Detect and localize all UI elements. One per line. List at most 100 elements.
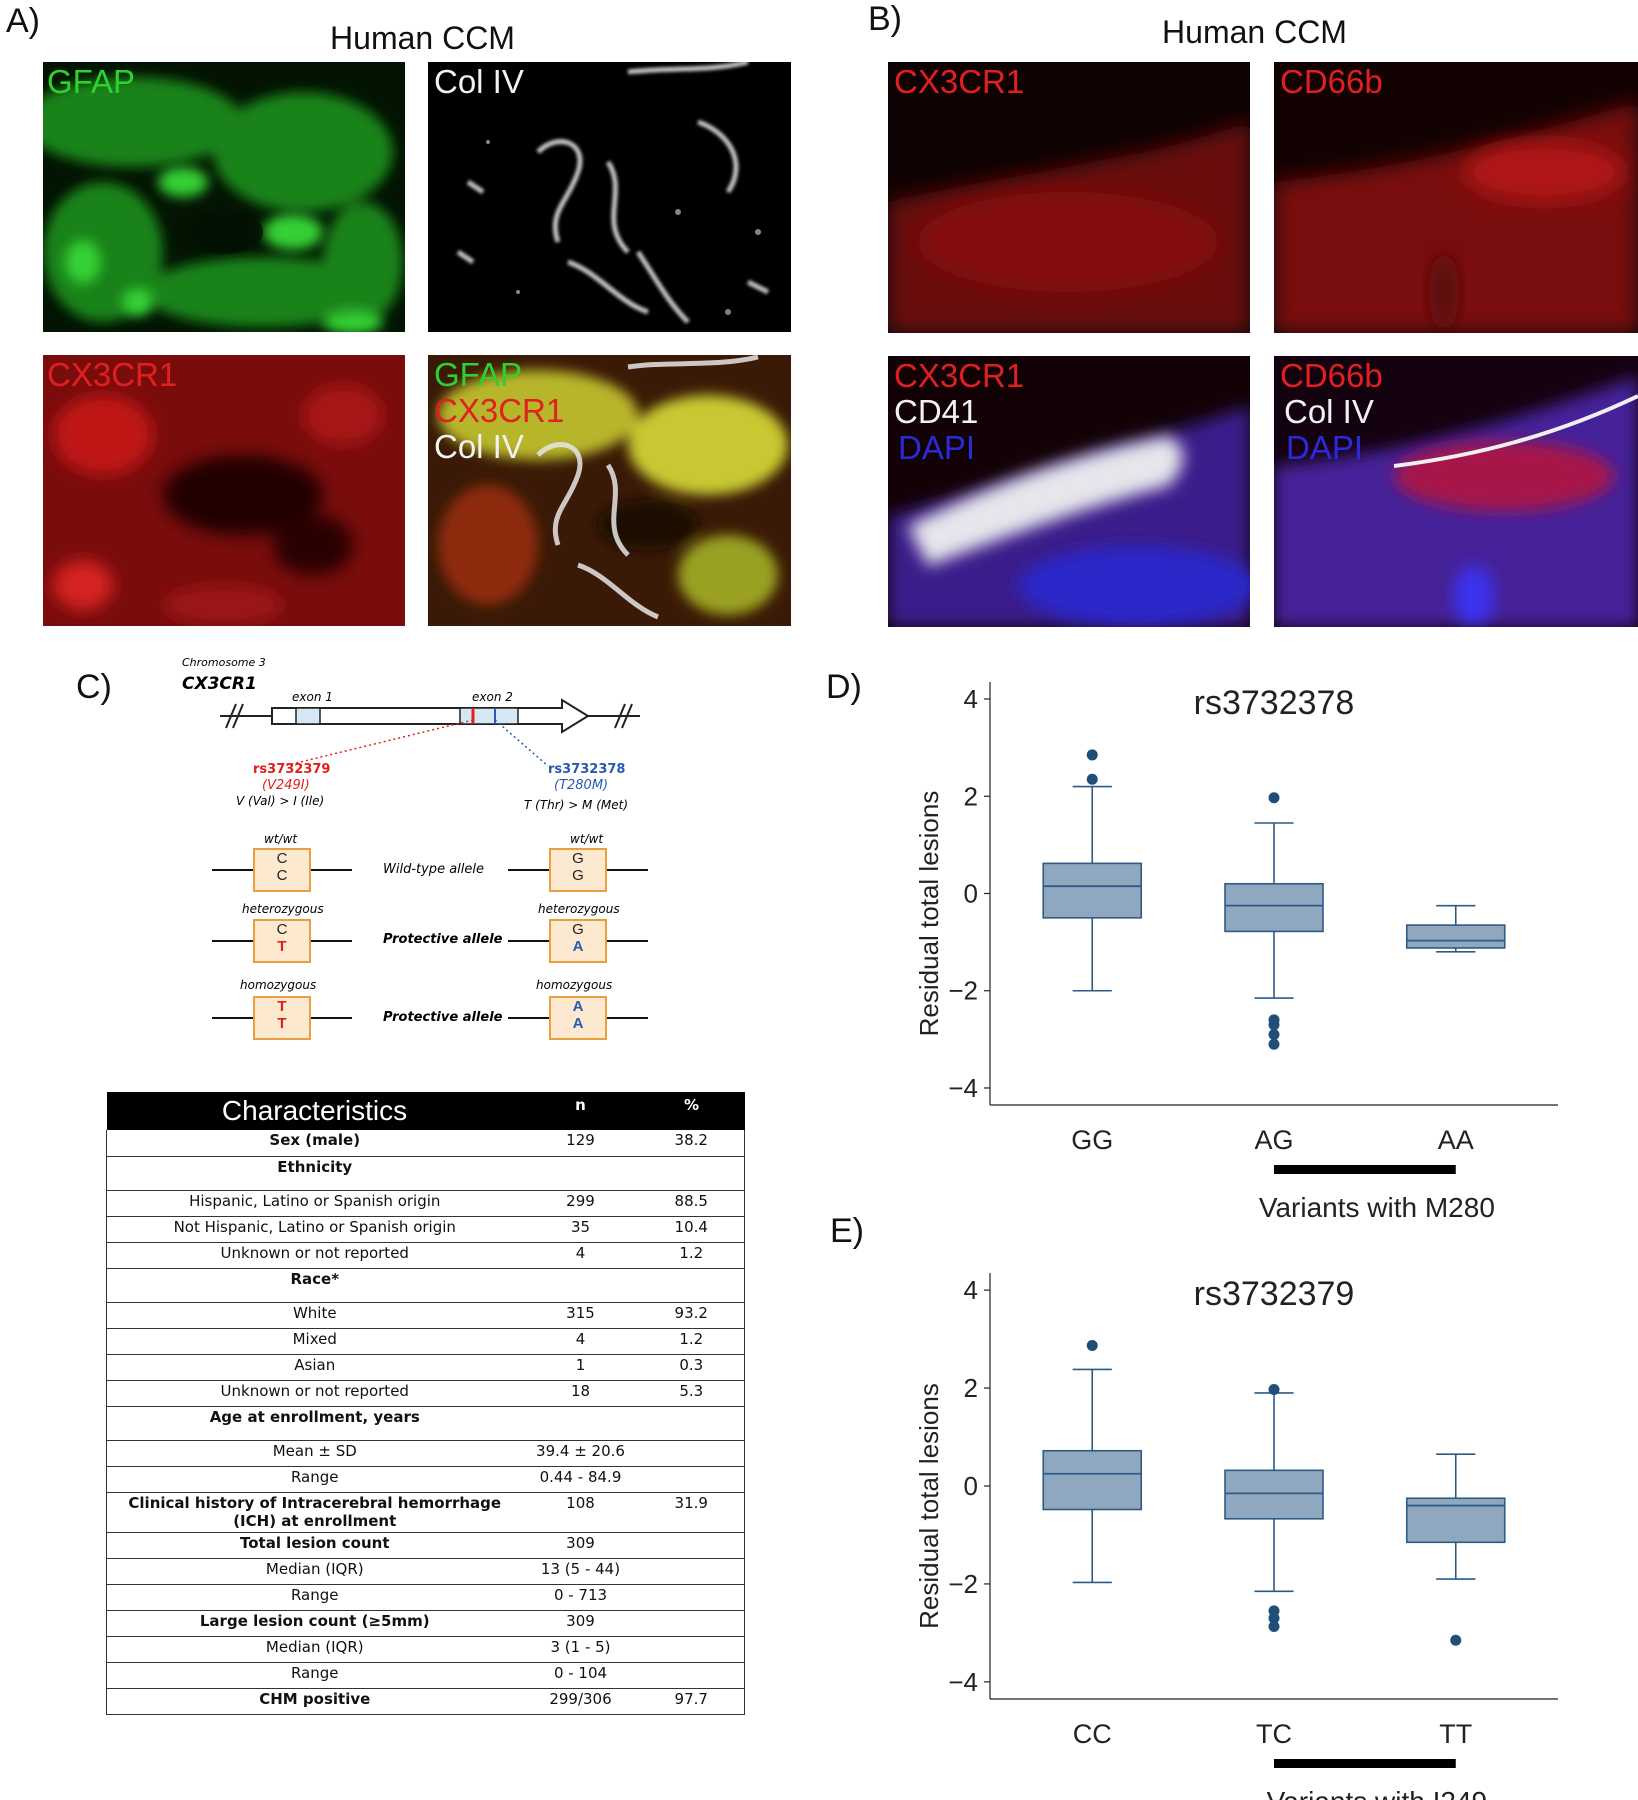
allele-top: T [277,998,287,1015]
exon2-label: exon 2 [472,690,513,704]
panel-a-letter: A) [6,2,40,40]
table-cell-label: Clinical history of Intracerebral hemorr… [106,1492,523,1533]
y-tick-label: 0 [964,1471,978,1501]
table-cell-pct: 97.7 [638,1688,745,1715]
allele-bottom: A [572,1015,584,1032]
stain-label: CD41 [894,393,979,430]
table-row: Range 0 - 104 [106,1662,745,1689]
table-cell-pct [638,1532,745,1559]
snp2-id: rs3732378 [548,762,626,777]
table-cell-pct: 1.2 [638,1242,745,1269]
table-cell-n: 18 [522,1380,639,1407]
outlier-point [1086,1339,1098,1351]
micrograph-gfap: GFAP [43,62,405,332]
table-cell-n: 39.4 ± 20.6 [522,1440,639,1467]
snp1-id: rs3732379 [253,762,331,777]
box-ag [1224,882,1324,933]
table-cell-n: 0.44 - 84.9 [522,1466,639,1493]
stain-label: Col IV [434,428,524,465]
table-cell-label: Median (IQR) [106,1636,523,1663]
allele-top: C [276,921,288,938]
y-tick-label: 0 [964,879,978,909]
table-cell-n [522,1406,639,1441]
table-header-row: Characteristics n % [106,1092,745,1130]
allele-top: G [572,850,584,867]
stain-label: DAPI [898,429,976,466]
table-row: Mixed 4 1.2 [106,1328,745,1355]
table-header-pct: % [638,1092,745,1130]
panel-e-letter: E) [830,1212,864,1250]
table-cell-label: Asian [106,1354,523,1381]
table-cell-label: Large lesion count (≥5mm) [106,1610,523,1637]
allele-type-label: Wild-type allele [383,862,484,877]
micrograph-merge-a: GFAP CX3CR1 Col IV [428,355,791,626]
table-cell-pct [638,1440,745,1467]
chromosome-label: Chromosome 3 [182,656,266,669]
stain-label: CD66b [1280,357,1383,394]
y-tick-label: 4 [964,684,978,714]
left-genotype-label: wt/wt [264,832,298,846]
y-tick-label: −2 [948,1569,978,1599]
table-cell-pct [638,1268,745,1303]
right-genotype-label: heterozygous [538,902,620,916]
allele-bottom: G [572,867,584,884]
allele-bottom: A [572,938,584,955]
table-cell-pct: 10.4 [638,1216,745,1243]
panel-b-title: Human CCM [1162,14,1347,50]
table-row: Asian 1 0.3 [106,1354,745,1381]
y-tick-label: −4 [948,1073,978,1103]
table-row: CHM positive 299/306 97.7 [106,1688,745,1715]
table-cell-n: 299/306 [522,1688,639,1715]
table-cell-pct: 38.2 [638,1130,745,1157]
outlier-point [1268,1019,1280,1031]
table-cell-n: 299 [522,1190,639,1217]
table-cell-pct [638,1406,745,1441]
allele-box: T T [253,996,311,1040]
micrograph-col-iv: Col IV [428,62,791,332]
table-cell-n: 4 [522,1242,639,1269]
table-cell-label: Mean ± SD [106,1440,523,1467]
allele-box: C T [253,919,311,963]
table-cell-n: 1 [522,1354,639,1381]
snp1-change: (V249I) [262,778,310,793]
outlier-point [1268,1612,1280,1624]
table-cell-pct [638,1636,745,1663]
table-cell-label: Range [106,1662,523,1689]
x-tick-label: AG [1254,1125,1293,1155]
y-tick-label: 2 [964,1373,978,1403]
table-row: Total lesion count 309 [106,1532,745,1559]
table-row: Ethnicity [106,1156,745,1191]
table-cell-pct: 5.3 [638,1380,745,1407]
panel-b-letter: B) [868,0,902,38]
allele-box: A A [549,996,607,1040]
table-cell-pct [638,1156,745,1191]
micrograph-cx3cr1: CX3CR1 [43,355,405,626]
allele-bottom: T [277,1015,287,1032]
table-row: White 315 93.2 [106,1302,745,1329]
table-cell-pct: 31.9 [638,1492,745,1533]
panel-a-title: Human CCM [330,20,515,56]
snp1-desc: V (Val) > I (Ile) [236,794,325,808]
table-cell-label: White [106,1302,523,1329]
table-cell-label: Age at enrollment, years [106,1406,523,1441]
x-tick-label: GG [1071,1125,1113,1155]
outlier-point [1268,1621,1280,1633]
table-cell-n: 3 (1 - 5) [522,1636,639,1663]
table-cell-pct: 93.2 [638,1302,745,1329]
table-cell-n: 309 [522,1532,639,1559]
characteristics-table: Characteristics n % Sex (male) 129 38.2 Eth… [106,1092,745,1715]
x-tick-label: TT [1439,1719,1472,1749]
right-genotype-label: wt/wt [570,832,604,846]
y-axis-label: Residual total lesions [914,791,944,1037]
allele-top: G [572,921,584,938]
snp2-change: (T280M) [554,778,609,793]
box-tc [1224,1469,1324,1520]
allele-type-label: Protective allele [383,1010,503,1025]
stain-label: CX3CR1 [894,63,1025,100]
y-tick-label: 2 [964,781,978,811]
table-cell-n: 129 [522,1130,639,1157]
table-cell-n: 35 [522,1216,639,1243]
table-cell-label: Median (IQR) [106,1558,523,1585]
box-gg [1042,862,1143,919]
allele-box: C C [253,848,311,892]
